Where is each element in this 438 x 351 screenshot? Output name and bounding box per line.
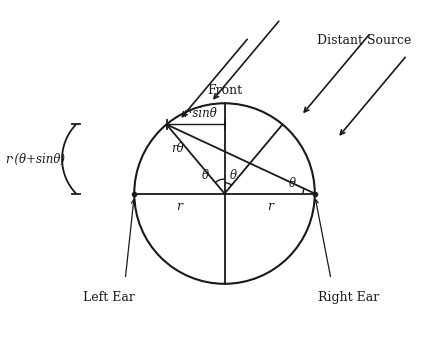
Text: θ: θ: [230, 169, 237, 182]
Text: rθ: rθ: [171, 143, 184, 155]
Text: θ: θ: [202, 169, 209, 182]
Text: r·sinθ: r·sinθ: [183, 107, 217, 120]
Text: θ: θ: [289, 177, 296, 190]
Text: Left Ear: Left Ear: [83, 291, 135, 304]
Text: r·(θ+sinθ): r·(θ+sinθ): [5, 152, 65, 165]
Text: r: r: [177, 200, 182, 213]
Text: Right Ear: Right Ear: [318, 291, 380, 304]
Text: Distant Source: Distant Source: [317, 34, 412, 47]
Text: r: r: [267, 200, 272, 213]
Text: Front: Front: [207, 84, 242, 97]
